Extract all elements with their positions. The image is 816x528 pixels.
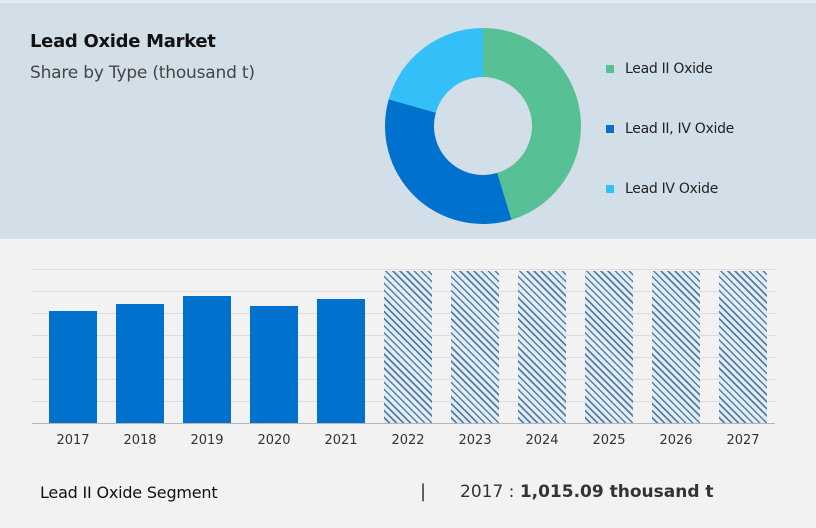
bar-2024-forecast[interactable]	[518, 271, 566, 423]
value-year: 2017	[460, 482, 504, 502]
x-axis-label: 2025	[592, 433, 626, 448]
bar-2025-forecast[interactable]	[585, 271, 633, 423]
bar-2026-forecast[interactable]	[652, 271, 700, 423]
donut-hole	[434, 77, 532, 175]
value-colon: :	[503, 482, 515, 502]
x-axis-label: 2022	[391, 433, 425, 448]
x-axis-label: 2020	[257, 433, 291, 448]
x-axis-label: 2023	[458, 433, 492, 448]
x-axis-label: 2017	[56, 433, 90, 448]
x-axis-label: 2027	[726, 433, 760, 448]
x-axis-line	[32, 423, 775, 424]
gridline	[32, 269, 775, 270]
chart-title: Lead Oxide Market	[30, 31, 216, 52]
legend-label: Lead IV Oxide	[625, 181, 719, 197]
bar-2027-forecast[interactable]	[719, 271, 767, 423]
bar-2021[interactable]	[317, 299, 365, 423]
bar-2023-forecast[interactable]	[451, 271, 499, 423]
legend-label: Lead II, IV Oxide	[625, 121, 734, 137]
x-axis-label: 2024	[525, 433, 559, 448]
legend-swatch-icon	[606, 65, 614, 73]
segment-label: Lead II Oxide Segment	[40, 483, 218, 502]
donut-chart	[385, 28, 581, 224]
footer-separator: |	[420, 481, 427, 502]
x-axis-label: 2019	[190, 433, 224, 448]
segment-value: 2017 : 1,015.09 thousand t	[460, 482, 714, 502]
x-axis-label: 2018	[123, 433, 157, 448]
legend-label: Lead II Oxide	[625, 61, 713, 77]
bar-2018[interactable]	[116, 304, 164, 423]
bar-chart: 2017 2018 2019 2020 2021 2022 2023 2024 2025 2026…	[0, 239, 816, 454]
value-amount: 1,015.09 thousand t	[519, 482, 714, 502]
x-axis-label: 2026	[659, 433, 693, 448]
donut-slice-lead-ii-oxide[interactable]	[483, 28, 581, 220]
chart-subtitle: Share by Type (thousand t)	[30, 63, 255, 83]
legend-swatch-icon	[606, 125, 614, 133]
legend-swatch-icon	[606, 185, 614, 193]
bar-2020[interactable]	[250, 306, 298, 423]
bar-2017[interactable]	[49, 311, 97, 423]
bar-2022-forecast[interactable]	[384, 271, 432, 423]
x-axis-label: 2021	[324, 433, 358, 448]
bar-2019[interactable]	[183, 296, 231, 423]
